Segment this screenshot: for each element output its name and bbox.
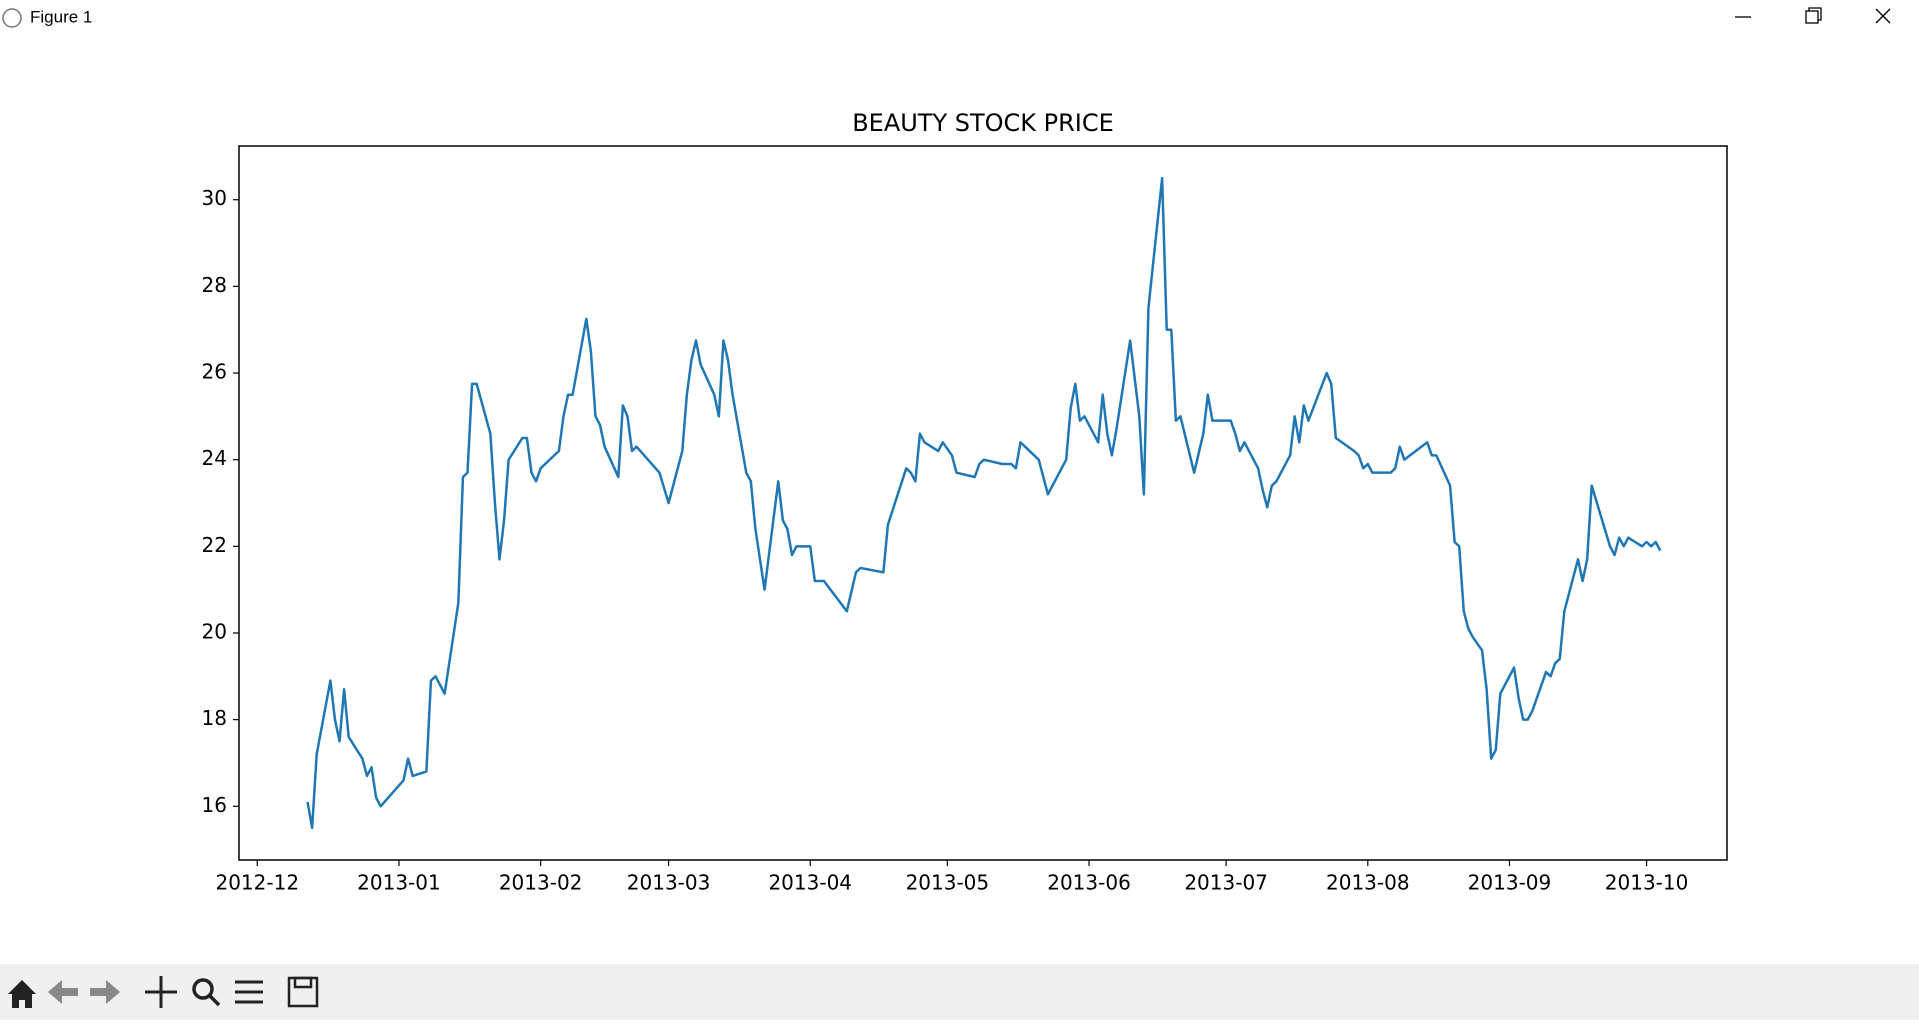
x-tick-label: 2013-10 bbox=[1605, 871, 1689, 895]
home-button[interactable] bbox=[8, 980, 36, 1008]
app-icon bbox=[2, 8, 22, 28]
x-tick-label: 2013-07 bbox=[1184, 871, 1268, 895]
x-tick-label: 2013-09 bbox=[1468, 871, 1552, 895]
close-button[interactable] bbox=[1875, 8, 1891, 24]
save-button[interactable] bbox=[287, 976, 319, 1008]
chart-title: BEAUTY STOCK PRICE bbox=[852, 109, 1114, 137]
zoom-button[interactable] bbox=[192, 978, 221, 1007]
y-tick-label: 22 bbox=[202, 533, 227, 557]
x-tick-label: 2013-05 bbox=[906, 871, 990, 895]
x-tick-label: 2012-12 bbox=[215, 871, 299, 895]
y-tick-label: 20 bbox=[202, 619, 227, 643]
y-tick-label: 28 bbox=[202, 273, 227, 297]
x-tick-label: 2013-02 bbox=[499, 871, 583, 895]
price-line bbox=[306, 176, 1662, 830]
y-tick-label: 24 bbox=[202, 446, 227, 470]
x-tick-label: 2013-01 bbox=[357, 871, 441, 895]
y-tick-label: 30 bbox=[202, 186, 227, 210]
y-tick-label: 16 bbox=[202, 793, 227, 817]
window-title: Figure 1 bbox=[30, 7, 92, 26]
title-bar bbox=[0, 0, 1919, 44]
y-tick-label: 18 bbox=[202, 706, 227, 730]
forward-button[interactable] bbox=[90, 980, 120, 1004]
x-tick-label: 2013-06 bbox=[1047, 871, 1131, 895]
axes-frame bbox=[238, 145, 1728, 861]
x-tick-label: 2013-03 bbox=[627, 871, 711, 895]
configure-button[interactable] bbox=[235, 980, 263, 1004]
pan-button[interactable] bbox=[145, 976, 177, 1008]
toolbar bbox=[0, 964, 1919, 1020]
x-tick-label: 2013-04 bbox=[768, 871, 852, 895]
restore-button[interactable] bbox=[1805, 7, 1822, 24]
y-tick-label: 26 bbox=[202, 360, 227, 384]
back-button[interactable] bbox=[48, 980, 78, 1004]
x-tick-label: 2013-08 bbox=[1326, 871, 1410, 895]
